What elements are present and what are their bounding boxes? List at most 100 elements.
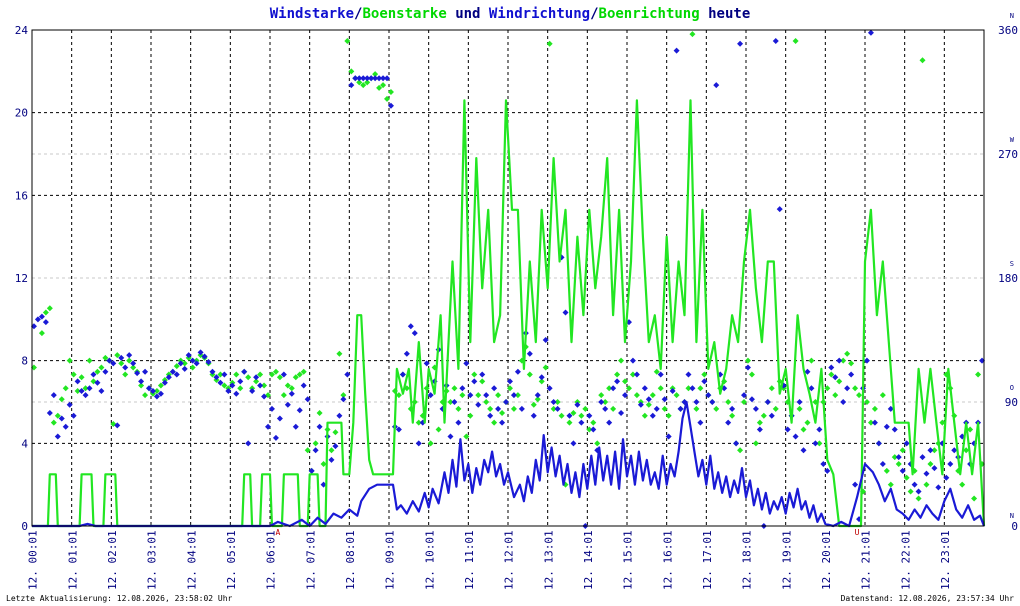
direction-point — [284, 401, 291, 408]
direction-point — [169, 368, 176, 375]
direction-point — [871, 419, 878, 426]
direction-point — [931, 447, 938, 454]
direction-point — [614, 378, 621, 385]
x-tick-label: 12. 09:01 — [384, 530, 397, 590]
direction-point — [495, 405, 502, 412]
direction-point — [903, 474, 910, 481]
direction-point — [756, 419, 763, 426]
direction-point — [606, 385, 613, 392]
direction-point — [177, 360, 184, 367]
direction-point — [483, 392, 490, 399]
direction-point — [637, 401, 644, 408]
direction-point — [209, 368, 216, 375]
direction-point — [352, 75, 359, 82]
direction-point — [927, 447, 934, 454]
x-tick-label: 12. 03:01 — [146, 530, 159, 590]
direction-point — [570, 410, 577, 417]
direction-point — [126, 352, 133, 359]
direction-point — [475, 401, 482, 408]
direction-point — [276, 415, 283, 422]
x-tick-label: 12. 15:01 — [622, 530, 635, 590]
direction-point — [499, 410, 506, 417]
direction-point — [249, 387, 256, 394]
direction-point — [384, 95, 391, 102]
direction-point — [729, 405, 736, 412]
direction-point — [566, 412, 573, 419]
direction-point — [951, 447, 958, 454]
direction-point — [645, 396, 652, 403]
direction-point — [641, 385, 648, 392]
direction-point — [752, 405, 759, 412]
direction-point — [451, 385, 458, 392]
direction-point — [848, 371, 855, 378]
direction-point — [229, 382, 236, 389]
direction-point — [221, 371, 228, 378]
direction-point — [657, 385, 664, 392]
direction-point — [792, 433, 799, 440]
direction-point — [836, 378, 843, 385]
direction-point — [824, 467, 831, 474]
direction-point — [748, 371, 755, 378]
direction-point — [756, 426, 763, 433]
direction-point — [368, 75, 375, 82]
direction-point — [205, 359, 212, 366]
direction-point — [459, 392, 466, 399]
direction-point — [265, 423, 272, 430]
direction-point — [447, 399, 454, 405]
direction-point — [134, 370, 141, 377]
direction-point — [217, 379, 224, 386]
direction-point — [832, 374, 839, 381]
direction-point — [149, 387, 156, 394]
direction-point — [713, 82, 720, 89]
direction-point — [237, 385, 244, 392]
direction-point — [185, 352, 192, 359]
direction-point — [629, 357, 636, 364]
direction-point — [629, 371, 636, 378]
direction-point — [356, 79, 363, 86]
direction-point — [336, 350, 343, 357]
direction-point — [709, 399, 716, 405]
direction-point — [856, 392, 863, 399]
direction-point — [384, 75, 391, 82]
direction-point — [542, 337, 549, 343]
plot-frame — [31, 29, 985, 527]
direction-point — [280, 371, 287, 378]
direction-point — [796, 405, 803, 412]
direction-point — [661, 405, 668, 412]
direction-point — [804, 368, 811, 375]
direction-point — [395, 426, 402, 433]
direction-point — [387, 102, 394, 109]
direction-point — [971, 495, 978, 502]
direction-point — [173, 363, 180, 370]
right-tick-label: 360 — [998, 24, 1018, 37]
direction-point — [514, 368, 521, 375]
direction-point — [713, 405, 720, 412]
direction-point — [98, 364, 105, 371]
direction-point — [213, 374, 220, 381]
direction-point — [300, 382, 307, 389]
direction-point — [903, 440, 910, 447]
direction-point — [336, 412, 343, 419]
direction-point — [550, 399, 557, 405]
direction-point — [197, 349, 204, 356]
left-tick-label: 20 — [15, 107, 28, 120]
direction-point — [221, 382, 228, 389]
direction-point — [915, 495, 922, 502]
x-tick-label: 12. 20:01 — [820, 530, 833, 590]
direction-point — [78, 374, 85, 381]
x-tick-label: 12. 10:01 — [423, 530, 436, 590]
direction-point — [380, 82, 387, 89]
direction-point — [586, 412, 593, 419]
direction-point — [808, 385, 815, 392]
direction-point — [848, 360, 855, 367]
direction-point — [661, 396, 668, 403]
direction-point — [276, 374, 283, 381]
direction-point — [610, 405, 617, 412]
direction-point — [705, 392, 712, 399]
direction-point — [42, 319, 49, 326]
direction-point — [467, 412, 474, 419]
direction-point — [665, 412, 672, 419]
direction-point — [157, 382, 164, 389]
direction-point — [296, 407, 303, 414]
